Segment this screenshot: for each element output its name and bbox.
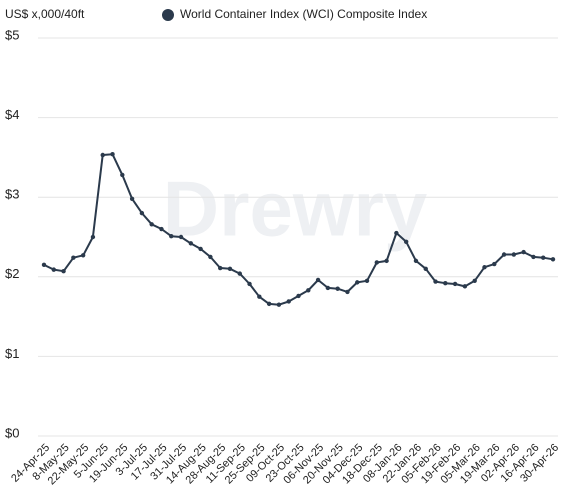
data-point	[492, 261, 497, 267]
data-point	[217, 265, 223, 271]
watermark: Drewry	[163, 165, 427, 253]
data-point	[511, 252, 517, 257]
y-tick-label: $0	[5, 425, 19, 440]
data-point	[384, 258, 389, 264]
data-point	[296, 293, 301, 299]
y-tick-label: $2	[5, 266, 19, 281]
data-point	[276, 302, 282, 307]
data-point	[335, 286, 340, 291]
data-point	[306, 288, 311, 293]
data-point	[550, 257, 556, 262]
data-point	[462, 284, 468, 289]
data-point	[501, 252, 507, 257]
data-point	[286, 299, 291, 304]
data-point	[266, 301, 272, 307]
data-point	[443, 280, 448, 286]
data-point	[139, 210, 145, 216]
data-point	[198, 246, 203, 252]
data-point	[110, 152, 115, 157]
data-point	[188, 241, 194, 246]
data-point	[208, 254, 213, 260]
data-point	[237, 271, 242, 276]
data-point	[364, 278, 370, 283]
data-point	[452, 281, 458, 287]
data-point	[325, 285, 331, 291]
data-point	[374, 260, 380, 265]
y-tick-label: $1	[5, 346, 19, 361]
data-point	[394, 230, 399, 236]
data-point	[227, 266, 233, 272]
data-point	[149, 222, 154, 227]
data-point	[315, 277, 321, 283]
data-point	[100, 152, 105, 158]
data-point	[345, 289, 350, 295]
legend-label: World Container Index (WCI) Composite In…	[180, 7, 427, 21]
data-point	[257, 294, 262, 299]
y-axis-label: US$ x,000/40ft	[5, 7, 85, 21]
data-point	[51, 267, 56, 272]
data-point	[355, 280, 360, 285]
data-point	[531, 254, 536, 260]
y-tick-label: $3	[5, 187, 19, 202]
data-point	[472, 278, 477, 283]
data-point	[80, 253, 86, 258]
data-point	[521, 249, 526, 255]
data-point	[178, 234, 184, 240]
legend-marker	[162, 9, 174, 21]
data-point	[403, 239, 409, 244]
data-point	[61, 269, 66, 274]
data-point	[247, 281, 252, 287]
data-point	[413, 258, 419, 264]
y-tick-label: $5	[5, 27, 19, 42]
data-point	[541, 255, 546, 260]
data-point	[169, 234, 174, 239]
data-point	[433, 279, 438, 284]
y-tick-label: $4	[5, 107, 19, 122]
data-point	[159, 226, 164, 232]
data-point	[90, 234, 96, 240]
data-point	[129, 196, 135, 201]
data-point	[482, 265, 487, 270]
data-point	[120, 172, 125, 178]
data-point	[41, 262, 47, 268]
data-point	[71, 255, 76, 260]
data-point	[423, 266, 428, 272]
